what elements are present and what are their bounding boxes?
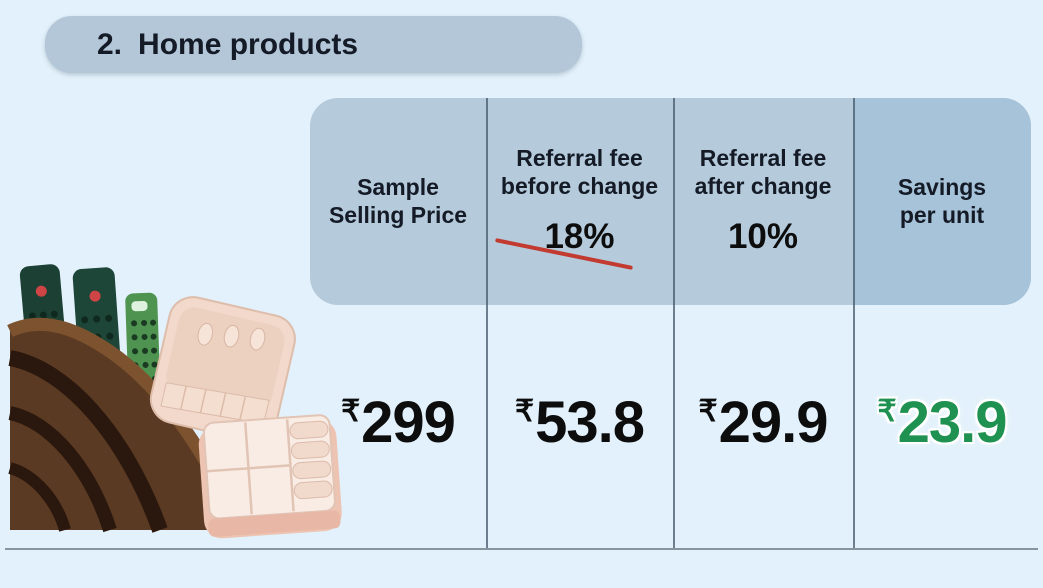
title-number: 2.	[97, 27, 123, 61]
column-divider	[853, 98, 855, 550]
savings-value: ₹ 23.9	[853, 383, 1031, 463]
table-bottom-rule	[5, 548, 1038, 550]
amount: 29.9	[718, 390, 829, 455]
amount: 53.8	[535, 390, 645, 455]
jewelry-box-tray	[198, 414, 342, 539]
column-referral-fee-before: Referral fee before change 18% ₹ 53.8	[486, 0, 673, 588]
header-line: before change	[500, 172, 659, 199]
column-header: Referral fee before change 18%	[486, 98, 673, 305]
fee-rate: 10%	[727, 217, 799, 257]
column-header: Savings per unit	[853, 98, 1031, 305]
header-line: Selling Price	[328, 201, 468, 228]
column-header: Sample Selling Price	[310, 98, 486, 305]
page-title: 2. Home products	[45, 16, 582, 73]
price-value: ₹ 299	[310, 383, 486, 463]
column-header: Referral fee after change 10%	[673, 98, 853, 305]
price-value: ₹ 53.8	[486, 383, 673, 463]
column-sample-selling-price: Sample Selling Price ₹ 299	[310, 0, 486, 588]
rupee-icon: ₹	[515, 395, 535, 428]
price-value: ₹ 29.9	[673, 383, 853, 463]
column-referral-fee-after: Referral fee after change 10% ₹ 29.9	[673, 0, 853, 588]
wooden-organizer	[7, 317, 244, 533]
header-line: Referral fee	[699, 144, 827, 171]
header-line: after change	[694, 172, 832, 199]
header-line: per unit	[899, 201, 985, 228]
amount: 23.9	[897, 390, 1008, 455]
jewelry-box-lid	[149, 296, 296, 443]
header-line: Savings	[897, 173, 987, 200]
column-divider	[673, 98, 675, 550]
product-photo	[7, 264, 342, 539]
rupee-icon: ₹	[877, 395, 897, 428]
column-divider	[486, 98, 488, 550]
rupee-icon: ₹	[698, 395, 718, 428]
header-line: Sample	[357, 173, 439, 200]
amount: 299	[361, 390, 456, 455]
title-text: Home products	[138, 27, 359, 61]
rupee-icon: ₹	[341, 395, 361, 428]
table-header-background-savings	[853, 98, 1031, 305]
header-line: Referral fee	[516, 144, 643, 171]
column-savings-per-unit: Savings per unit ₹ 23.9	[853, 0, 1031, 588]
